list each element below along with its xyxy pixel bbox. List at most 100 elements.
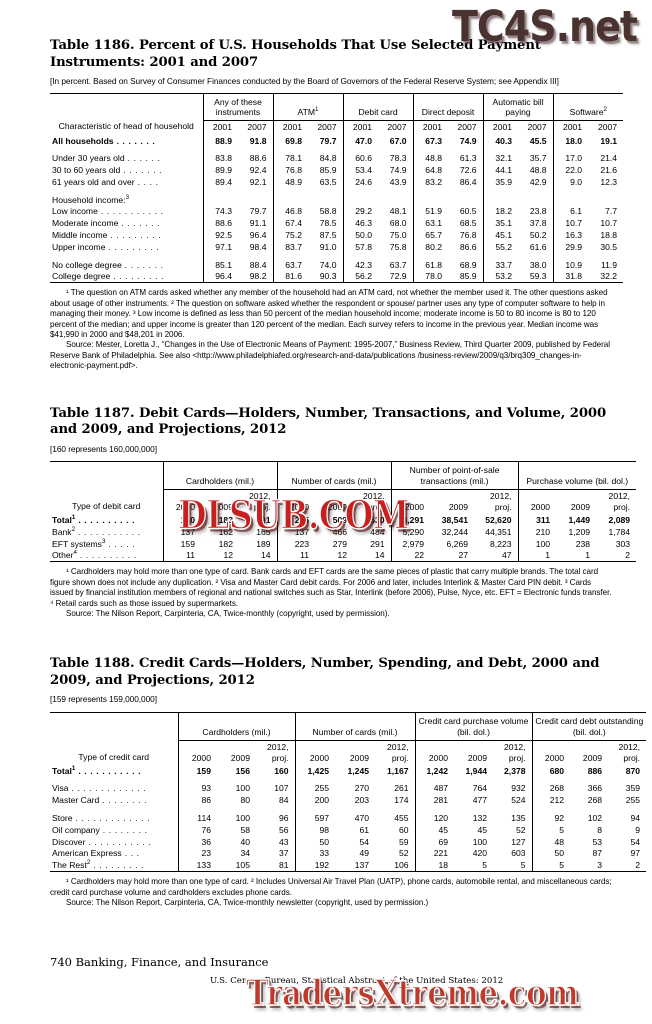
year-header: 2009 (315, 489, 354, 515)
table-cell: 210 (517, 526, 557, 538)
table-cell: 133 (177, 859, 217, 873)
table-cell: 96.4 (249, 229, 267, 240)
table-cell: 81 (256, 859, 296, 873)
table-cell: 156 (235, 765, 250, 776)
table-cell: 34 (240, 848, 250, 859)
table-cell: 92 (531, 812, 571, 825)
table-1187-group-header: Number of point-of-sale transactions (mi… (390, 461, 519, 490)
table-row: Visa . . . . . . . . . . . . . 93 100 107 25… (50, 782, 646, 795)
table-1187-block: Table 1187. Debit Cards—Holders, Number,… (50, 406, 637, 620)
table-cell: 261 (394, 783, 409, 794)
table-cell: 203 (354, 795, 370, 806)
table-cell: 54 (359, 836, 370, 847)
row-label: Upper income . . . . . . . . . (52, 241, 160, 252)
source-text: Source: The Nilson Report, Carpinteria, … (66, 609, 390, 618)
table-cell: 10.9 (552, 258, 589, 271)
source-text: Source: The Nilson Report, Carpinteria, … (66, 898, 429, 908)
table-cell: 40 (240, 836, 250, 847)
table-cell: 37.8 (529, 218, 547, 229)
year-header: 2000 (177, 740, 217, 765)
page-number-section: 740 Banking, Finance, and Insurance (50, 955, 269, 969)
table-cell: 58.8 (319, 206, 337, 217)
table-cell: 311 (517, 514, 557, 527)
table-cell: 88.9 (202, 134, 238, 147)
table-row: Discover . . . . . . . . . . . 36 40 43 50 54… (50, 835, 646, 848)
footnote-marker: 2 (71, 526, 76, 533)
table-cell: 477 (472, 795, 488, 806)
table-1186-stub-header: Characteristic of head of household (50, 92, 203, 135)
table-cell: 6,269 (446, 538, 469, 549)
table-cell: 1,425 (294, 765, 336, 777)
leader-dots: . . . . . . . (113, 135, 156, 146)
table-cell: 132 (472, 813, 488, 824)
year-header: 2001 (412, 120, 449, 135)
table-1187: Type of debit card Cardholders (mil.) Nu… (50, 461, 637, 563)
table-cell: 44,351 (485, 526, 512, 537)
table-cell: 174 (394, 795, 409, 806)
table-cell: 74.9 (389, 165, 407, 176)
table-cell: 69.8 (272, 134, 309, 147)
table-cell: 100 (472, 836, 488, 847)
table-1188-subtitle: [159 represents 159,000,000] (50, 694, 158, 705)
table-cell: 48.1 (389, 206, 407, 217)
table-1188-group-header: Cardholders (mil.) (177, 712, 296, 741)
table-cell: 75.8 (389, 241, 407, 252)
table-cell: 60.5 (459, 206, 477, 217)
table-cell: 1,209 (568, 526, 591, 537)
page-content: Table 1186. Percent of U.S. Households T… (50, 0, 647, 908)
table-cell: 85.9 (319, 165, 337, 176)
table-cell: 420 (472, 848, 488, 859)
table-cell: 1,944 (465, 765, 488, 776)
table-cell: 8,223 (490, 538, 512, 549)
table-cell: 524 (511, 795, 526, 806)
table-cell: 162 (218, 526, 233, 537)
table-cell: 88.6 (249, 153, 267, 164)
table-cell: 67.0 (389, 135, 407, 146)
spacer-row (50, 146, 623, 153)
table-cell: 58 (240, 824, 250, 835)
table-cell: 470 (354, 813, 370, 824)
table-1187-subtitle: [160 represents 160,000,000] (50, 443, 158, 454)
table-cell: 61.3 (459, 153, 477, 164)
table-cell: 255 (625, 795, 641, 806)
table-cell: 107 (274, 783, 289, 794)
table-cell: 30.5 (600, 241, 618, 252)
table-cell (518, 194, 553, 206)
table-1186: Characteristic of head of household Any … (50, 92, 624, 284)
census-citation: U.S. Census Bureau, Statistical Abstract… (210, 976, 504, 986)
table-cell: 63.7 (389, 259, 407, 270)
table-cell: 75.2 (272, 229, 309, 242)
table-cell: 78.3 (389, 153, 407, 164)
year-header: 2001 (482, 120, 519, 135)
table-cell: 65.7 (412, 229, 449, 242)
table-cell: 46.8 (272, 205, 309, 218)
year-header: 2009 (454, 740, 494, 765)
year-header: 2007 (378, 120, 414, 135)
leader-dots: . . . . . . . . . . . . . (72, 813, 151, 824)
table-cell: 48 (531, 835, 571, 848)
year-header: 2009 (430, 489, 475, 515)
table-cell: 10.7 (552, 217, 589, 230)
table-cell: 45.1 (482, 229, 519, 242)
table-row: All households . . . . . . . 88.9 91.8 69.8… (50, 134, 623, 147)
spacer-row (50, 187, 623, 194)
table-cell: 89.4 (202, 176, 238, 188)
year-header: 2000 (162, 489, 201, 515)
table-cell: 29.9 (552, 241, 589, 253)
table-cell: 44.1 (482, 164, 519, 177)
table-cell: 14 (353, 549, 392, 563)
table-cell (448, 194, 483, 206)
table-cell: 127 (511, 836, 526, 847)
table-cell: 5 (531, 824, 571, 836)
table-cell: 63.5 (319, 176, 337, 187)
table-cell: 51.9 (412, 205, 449, 218)
table-cell: 221 (414, 847, 455, 860)
table-cell: 270 (354, 783, 370, 794)
table-cell: 98.4 (249, 241, 267, 252)
leader-dots: . . . . (134, 176, 159, 187)
leader-dots: . . . . . . . (121, 259, 164, 270)
table-cell: 932 (511, 783, 526, 794)
leader-dots: . . . . . . . . . . (76, 550, 137, 561)
leader-dots: . . . . . . . . . (107, 229, 162, 240)
table-cell: 235 (276, 514, 316, 527)
